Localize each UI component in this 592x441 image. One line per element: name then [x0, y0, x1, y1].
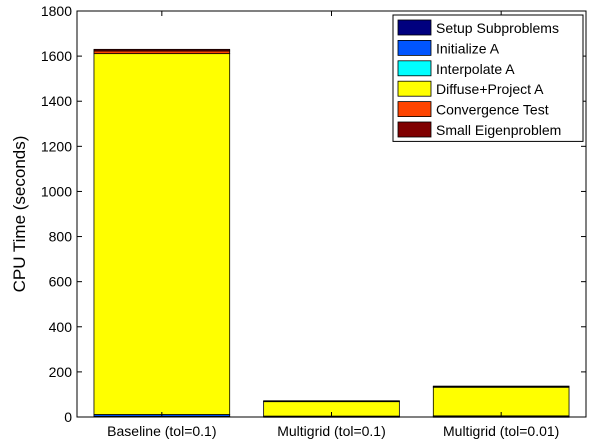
- legend: Setup Subproblems Initialize A Interpolate…: [392, 14, 584, 142]
- legend-swatch: [397, 40, 432, 56]
- legend-label: Diffuse+Project A: [436, 81, 544, 97]
- legend-label: Initialize A: [436, 40, 500, 56]
- bar-segment-2-5: [432, 385, 570, 388]
- y-tick-label: 1200: [41, 138, 72, 154]
- legend-swatch: [397, 80, 432, 97]
- legend-label: Interpolate A: [436, 61, 515, 77]
- y-axis: 0 200 400 600 800 1000 1200 1400 1600 1800: [41, 3, 586, 425]
- bar-segment-2-3: [432, 386, 570, 417]
- bar-segment-1-5: [263, 400, 400, 402]
- y-tick-label: 1800: [41, 3, 72, 19]
- y-tick-label: 1000: [41, 183, 72, 199]
- x-tick-label: Multigrid (tol=0.1): [277, 423, 386, 439]
- bar-segment-0-4: [93, 50, 231, 55]
- y-tick-label: 600: [49, 274, 73, 290]
- legend-label: Setup Subproblems: [436, 20, 559, 36]
- y-tick-label: 400: [49, 319, 73, 335]
- x-axis: Baseline (tol=0.1) Multigrid (tol=0.1) Mul…: [107, 11, 559, 439]
- legend-swatch: [397, 60, 432, 77]
- y-tick-label: 200: [49, 364, 73, 380]
- legend-label: Small Eigenproblem: [436, 122, 561, 138]
- legend-swatch: [397, 121, 432, 138]
- legend-label: Convergence Test: [436, 102, 549, 118]
- y-tick-label: 800: [49, 229, 73, 245]
- legend-box: [392, 14, 584, 142]
- legend-swatch: [397, 101, 432, 117]
- x-tick-label: Baseline (tol=0.1): [107, 423, 216, 439]
- bar-segment-0-3: [93, 53, 231, 415]
- x-tick-label: Multigrid (tol=0.01): [443, 423, 559, 439]
- bars-group: [93, 48, 570, 418]
- y-tick-label: 1600: [41, 48, 72, 64]
- legend-swatch: [397, 19, 432, 36]
- y-tick-label: 1400: [41, 93, 72, 109]
- y-tick-label: 0: [64, 409, 72, 425]
- y-axis-label: CPU Time (seconds): [10, 136, 29, 293]
- bar-segment-0-5: [93, 48, 231, 52]
